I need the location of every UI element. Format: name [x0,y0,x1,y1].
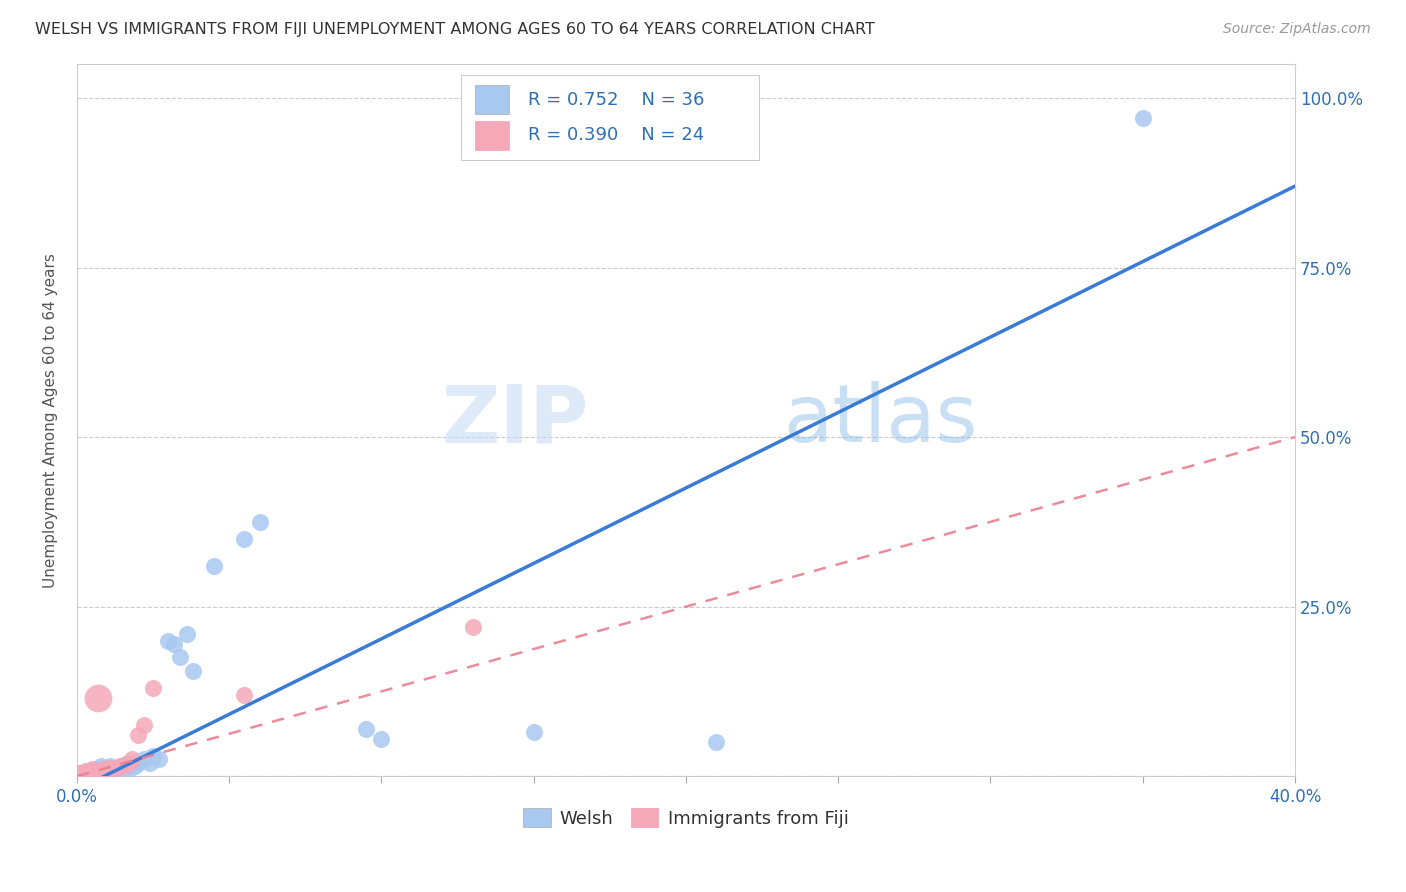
Point [461,620,484,634]
Point [121,756,143,770]
Point [108,759,131,773]
Point [117,763,139,777]
Point [72,765,94,780]
Point [75,764,97,778]
Point [90,759,112,773]
Point [114,756,136,771]
Legend: Welsh, Immigrants from Fiji: Welsh, Immigrants from Fiji [516,801,856,835]
Point [87,691,110,706]
Point [370,731,392,746]
Point [181,664,204,678]
Point [82,765,104,780]
Point [72,765,94,780]
Point [157,633,180,648]
Point [66,765,89,780]
Point [111,759,134,773]
Point [103,763,125,777]
Point [127,729,149,743]
Point [142,748,165,763]
Point [69,765,91,780]
Point [77,765,100,780]
Point [121,752,143,766]
Point [96,763,118,777]
Point [1132,112,1154,126]
Point [108,759,131,773]
Point [98,759,121,773]
Point [132,752,155,766]
FancyBboxPatch shape [475,121,509,150]
Point [233,532,256,546]
Point [93,763,115,777]
Point [90,764,112,778]
Point [706,735,728,749]
Point [148,752,170,766]
Point [202,558,225,573]
Point [176,626,198,640]
Point [105,761,128,775]
Point [111,763,134,777]
Text: R = 0.752    N = 36: R = 0.752 N = 36 [527,91,704,109]
FancyBboxPatch shape [475,86,509,114]
Point [103,764,125,778]
Text: ZIP: ZIP [441,381,589,459]
Point [139,756,162,770]
Point [354,722,377,736]
Point [105,761,128,775]
Point [82,763,104,777]
Point [249,515,271,529]
Point [127,756,149,770]
Point [77,767,100,781]
Point [523,725,546,739]
Point [233,688,256,702]
FancyBboxPatch shape [461,75,759,161]
Point [96,763,118,777]
Point [163,637,186,651]
Text: R = 0.390    N = 24: R = 0.390 N = 24 [527,127,704,145]
Point [87,765,110,780]
Point [98,761,121,775]
Point [84,764,107,778]
Point [117,756,139,770]
Y-axis label: Unemployment Among Ages 60 to 64 years: Unemployment Among Ages 60 to 64 years [44,252,58,588]
Point [87,765,110,780]
Point [114,756,136,771]
Point [75,764,97,778]
Text: Source: ZipAtlas.com: Source: ZipAtlas.com [1223,22,1371,37]
Point [93,763,115,777]
Point [169,650,191,665]
Point [142,681,165,695]
Point [132,718,155,732]
Point [124,759,146,773]
Text: atlas: atlas [783,381,977,459]
Text: WELSH VS IMMIGRANTS FROM FIJI UNEMPLOYMENT AMONG AGES 60 TO 64 YEARS CORRELATION: WELSH VS IMMIGRANTS FROM FIJI UNEMPLOYME… [35,22,875,37]
Point [84,763,107,777]
